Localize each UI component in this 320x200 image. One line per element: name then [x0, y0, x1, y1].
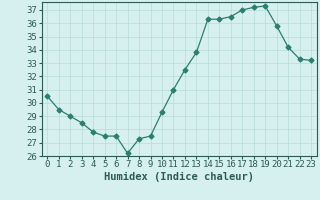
X-axis label: Humidex (Indice chaleur): Humidex (Indice chaleur)	[104, 172, 254, 182]
